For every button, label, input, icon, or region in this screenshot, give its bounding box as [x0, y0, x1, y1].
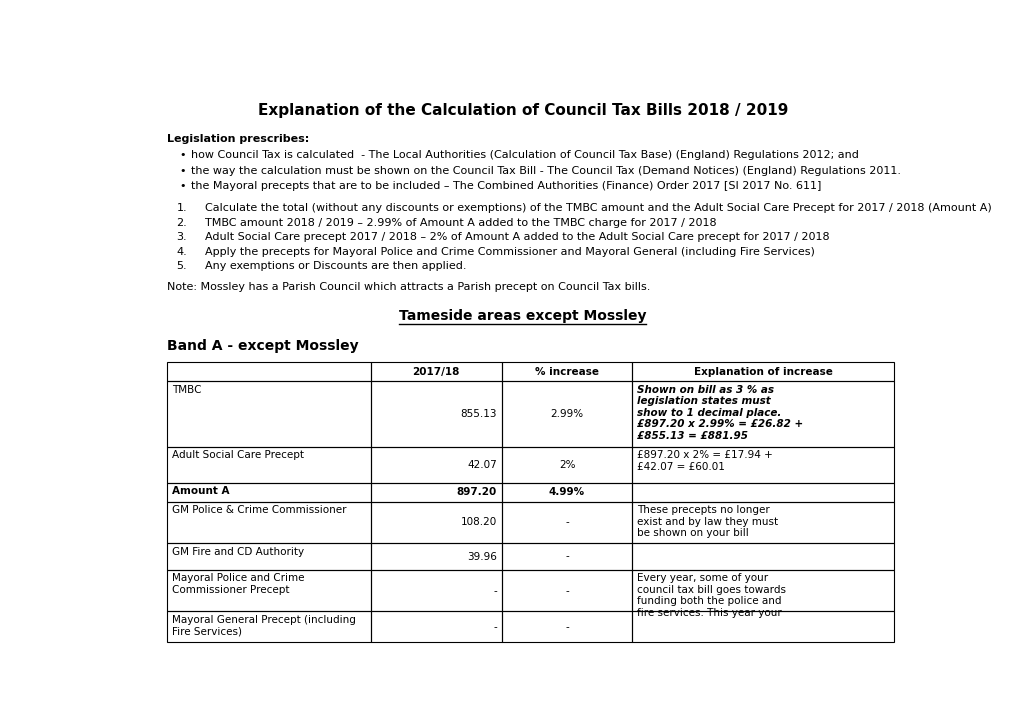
Text: £897.20 x 2% = £17.94 +
£42.07 = £60.01: £897.20 x 2% = £17.94 + £42.07 = £60.01 — [637, 450, 772, 472]
Bar — [167, 502, 370, 543]
Text: 1.: 1. — [176, 203, 186, 213]
Text: Mayoral Police and Crime
Commissioner Precept: Mayoral Police and Crime Commissioner Pr… — [171, 573, 304, 595]
Bar — [370, 362, 501, 382]
Text: Amount A: Amount A — [171, 486, 229, 496]
Text: % increase: % increase — [535, 367, 598, 377]
Text: Legislation prescribes:: Legislation prescribes: — [167, 133, 309, 143]
Bar — [501, 382, 632, 447]
Bar — [501, 502, 632, 543]
Text: 2.: 2. — [176, 217, 187, 228]
Text: 2%: 2% — [558, 460, 575, 469]
Bar — [167, 447, 370, 483]
Bar — [167, 543, 370, 570]
Text: 3.: 3. — [176, 233, 186, 242]
Text: -: - — [565, 585, 569, 595]
Bar — [632, 447, 894, 483]
Bar — [632, 502, 894, 543]
Bar — [370, 611, 501, 642]
Bar — [370, 447, 501, 483]
Bar — [632, 483, 894, 502]
Bar — [370, 382, 501, 447]
Text: Explanation of the Calculation of Council Tax Bills 2018 / 2019: Explanation of the Calculation of Counci… — [258, 103, 787, 118]
Text: Adult Social Care Precept: Adult Social Care Precept — [171, 450, 304, 460]
Text: how Council Tax is calculated  - The Local Authorities (Calculation of Council T: how Council Tax is calculated - The Loca… — [191, 150, 858, 160]
Text: 2.99%: 2.99% — [550, 409, 583, 419]
Text: Calculate the total (without any discounts or exemptions) of the TMBC amount and: Calculate the total (without any discoun… — [205, 203, 990, 213]
Bar — [632, 362, 894, 382]
Text: -: - — [492, 585, 496, 595]
Bar — [370, 543, 501, 570]
Bar — [167, 483, 370, 502]
Text: Shown on bill as 3 % as
legislation states must
show to 1 decimal place.
£897.20: Shown on bill as 3 % as legislation stat… — [637, 384, 803, 441]
Bar — [167, 611, 370, 642]
Text: 39.96: 39.96 — [467, 552, 496, 562]
Text: Apply the precepts for Mayoral Police and Crime Commissioner and Mayoral General: Apply the precepts for Mayoral Police an… — [205, 247, 814, 256]
Text: -: - — [565, 552, 569, 562]
Text: These precepts no longer
exist and by law they must
be shown on your bill: These precepts no longer exist and by la… — [637, 505, 777, 538]
Bar — [167, 382, 370, 447]
Bar — [632, 570, 894, 611]
Text: Any exemptions or Discounts are then applied.: Any exemptions or Discounts are then app… — [205, 261, 466, 271]
Bar — [501, 543, 632, 570]
Text: GM Police & Crime Commissioner: GM Police & Crime Commissioner — [171, 505, 345, 515]
Text: Mayoral General Precept (including
Fire Services): Mayoral General Precept (including Fire … — [171, 615, 356, 636]
Bar — [167, 362, 370, 382]
Bar — [167, 570, 370, 611]
Text: -: - — [565, 621, 569, 631]
Bar — [501, 570, 632, 611]
Text: •: • — [178, 166, 185, 176]
Text: 855.13: 855.13 — [460, 409, 496, 419]
Text: 108.20: 108.20 — [461, 518, 496, 528]
Text: 897.20: 897.20 — [457, 487, 496, 498]
Text: 4.: 4. — [176, 247, 187, 256]
Bar — [501, 447, 632, 483]
Text: -: - — [492, 621, 496, 631]
Text: Note: Mossley has a Parish Council which attracts a Parish precept on Council Ta: Note: Mossley has a Parish Council which… — [167, 282, 650, 292]
Text: Adult Social Care precept 2017 / 2018 – 2% of Amount A added to the Adult Social: Adult Social Care precept 2017 / 2018 – … — [205, 233, 828, 242]
Bar — [370, 502, 501, 543]
Text: Explanation of increase: Explanation of increase — [693, 367, 832, 377]
Text: the way the calculation must be shown on the Council Tax Bill - The Council Tax : the way the calculation must be shown on… — [191, 166, 900, 176]
Text: Tameside areas except Mossley: Tameside areas except Mossley — [398, 309, 646, 323]
Text: -: - — [565, 518, 569, 528]
Text: TMBC: TMBC — [171, 384, 201, 395]
Text: 4.99%: 4.99% — [548, 487, 585, 498]
Text: GM Fire and CD Authority: GM Fire and CD Authority — [171, 546, 304, 557]
Bar — [370, 570, 501, 611]
Text: 42.07: 42.07 — [467, 460, 496, 469]
Text: Band A - except Mossley: Band A - except Mossley — [167, 339, 359, 354]
Text: TMBC amount 2018 / 2019 – 2.99% of Amount A added to the TMBC charge for 2017 / : TMBC amount 2018 / 2019 – 2.99% of Amoun… — [205, 217, 716, 228]
Bar — [501, 362, 632, 382]
Bar — [501, 611, 632, 642]
Bar — [632, 611, 894, 642]
Bar — [370, 483, 501, 502]
Text: 5.: 5. — [176, 261, 186, 271]
Text: the Mayoral precepts that are to be included – The Combined Authorities (Finance: the Mayoral precepts that are to be incl… — [191, 181, 820, 192]
Text: •: • — [178, 150, 185, 160]
Bar — [501, 483, 632, 502]
Text: Every year, some of your
council tax bill goes towards
funding both the police a: Every year, some of your council tax bil… — [637, 573, 786, 618]
Bar — [632, 543, 894, 570]
Text: •: • — [178, 181, 185, 192]
Bar — [632, 382, 894, 447]
Text: 2017/18: 2017/18 — [412, 367, 460, 377]
